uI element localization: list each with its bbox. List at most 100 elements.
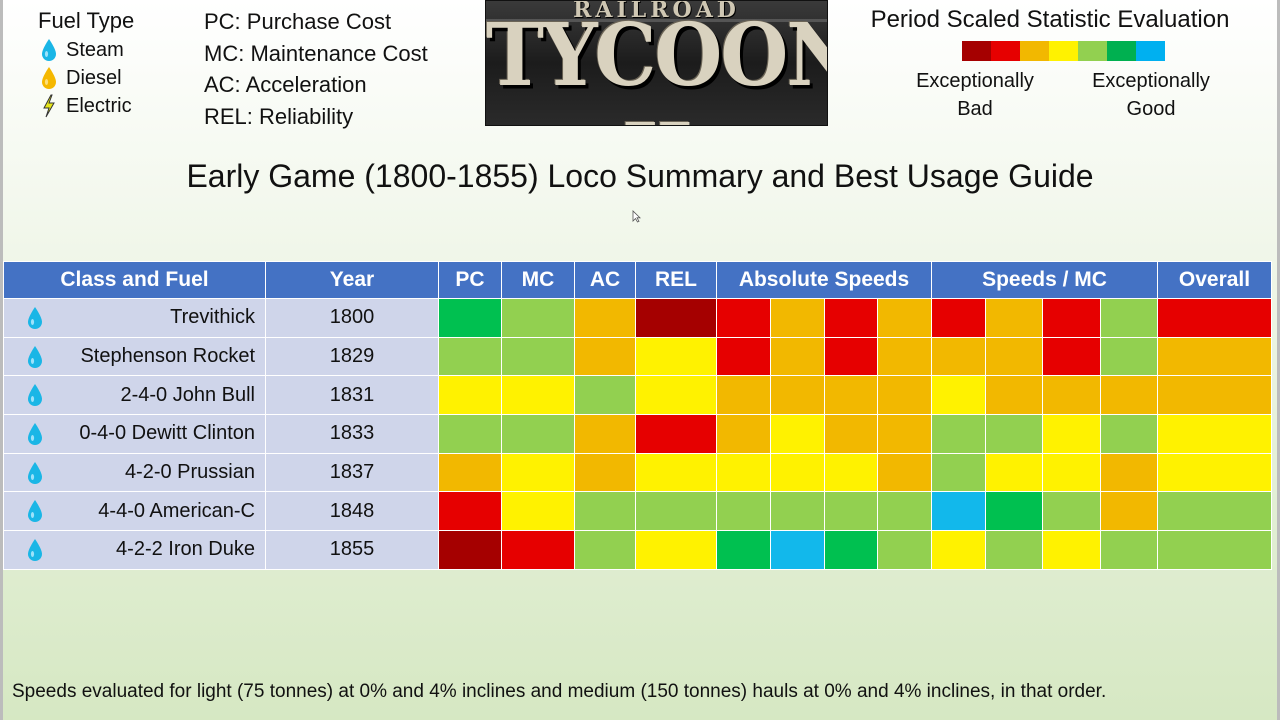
rating-cell-abs-speed-1 <box>716 298 771 338</box>
rating-cell-speed-mc-4 <box>1100 298 1158 338</box>
rating-cell-speed-mc-4 <box>1100 336 1158 377</box>
abbr-mc: MC: Maintenance Cost <box>204 40 428 66</box>
rating-cell-rel <box>635 336 717 377</box>
header-pc: PC <box>438 261 502 299</box>
rating-cell-abs-speed-2 <box>770 375 825 416</box>
fuel-legend-label: Steam <box>66 38 124 61</box>
bad-label-line2: Bad <box>957 98 993 120</box>
railroad-tycoon-logo: RAILROAD TYCOON II <box>485 0 828 126</box>
rating-cell-overall <box>1157 336 1272 377</box>
color-scale-swatch <box>1049 41 1078 61</box>
fuel-legend-label: Diesel <box>66 66 122 89</box>
rating-cell-speed-mc-3 <box>1042 298 1101 338</box>
abbr-pc: PC: Purchase Cost <box>204 9 392 34</box>
rating-cell-abs-speed-3 <box>824 336 878 377</box>
loco-class-cell: 0-4-0 Dewitt Clinton <box>3 414 266 454</box>
loco-class-name: 4-4-0 American-C <box>98 499 255 522</box>
rating-cell-speed-mc-1 <box>931 375 986 416</box>
loco-year-cell: 1855 <box>265 530 439 570</box>
rating-cell-abs-speed-4 <box>877 336 932 377</box>
rating-cell-speed-mc-4 <box>1100 414 1158 454</box>
rating-cell-abs-speed-1 <box>716 375 771 416</box>
rating-cell-abs-speed-3 <box>824 491 878 532</box>
rating-cell-rel <box>635 491 717 532</box>
rating-cell-rel <box>635 530 717 570</box>
loco-class-name: Trevithick <box>170 306 255 329</box>
good-label-line1: Exceptionally <box>1092 70 1210 92</box>
abbr-rel: REL: Reliability <box>204 103 354 129</box>
rating-cell-abs-speed-4 <box>877 298 932 338</box>
fuel-legend-title: Fuel Type <box>38 8 135 33</box>
rating-cell-ac <box>574 375 636 416</box>
logo-main-word: TYCOON II <box>486 5 828 125</box>
rating-cell-speed-mc-4 <box>1100 375 1158 416</box>
loco-class-cell: 4-2-0 Prussian <box>3 452 266 493</box>
rating-cell-speed-mc-1 <box>931 530 986 570</box>
rating-cell-pc <box>438 452 502 493</box>
header-overall: Overall <box>1157 261 1272 299</box>
rating-cell-ac <box>574 414 636 454</box>
color-scale-swatch <box>1136 41 1165 61</box>
rating-cell-overall <box>1157 298 1272 338</box>
rating-cell-abs-speed-2 <box>770 530 825 570</box>
rating-cell-mc <box>501 452 575 493</box>
rating-cell-abs-speed-4 <box>877 414 932 454</box>
rating-cell-speed-mc-3 <box>1042 530 1101 570</box>
logo-rail-line <box>486 19 827 22</box>
loco-year-cell: 1848 <box>265 491 439 532</box>
color-scale-bar <box>962 41 1250 61</box>
exceptionally-bad-label: Exceptionally Bad <box>910 67 1040 123</box>
rating-cell-abs-speed-3 <box>824 375 878 416</box>
rating-cell-speed-mc-3 <box>1042 336 1101 377</box>
rating-cell-overall <box>1157 414 1272 454</box>
color-scale-swatch <box>1078 41 1107 61</box>
rating-cell-abs-speed-1 <box>716 414 771 454</box>
rating-cell-mc <box>501 414 575 454</box>
table-header-row: Class and Fuel Year PC MC AC REL Absolut… <box>3 261 1272 299</box>
rating-cell-mc <box>501 375 575 416</box>
rating-cell-speed-mc-3 <box>1042 491 1101 532</box>
water-drop-icon <box>38 38 60 62</box>
rating-cell-pc <box>438 414 502 454</box>
rating-cell-overall <box>1157 452 1272 493</box>
fuel-legend-diesel: Diesel <box>38 64 134 92</box>
water-drop-icon <box>26 422 44 452</box>
loco-year-cell: 1831 <box>265 375 439 416</box>
exceptionally-good-label: Exceptionally Good <box>1085 67 1217 123</box>
lightning-icon <box>38 94 60 118</box>
rating-cell-speed-mc-2 <box>985 491 1043 532</box>
abbr-ac: AC: Acceleration <box>204 72 367 97</box>
rating-cell-speed-mc-1 <box>931 298 986 338</box>
rating-cell-pc <box>438 375 502 416</box>
loco-class-cell: 4-4-0 American-C <box>3 491 266 532</box>
rating-cell-abs-speed-3 <box>824 452 878 493</box>
oil-drop-icon <box>38 66 60 90</box>
bad-label-line1: Exceptionally <box>916 70 1034 92</box>
page-title: Early Game (1800-1855) Loco Summary and … <box>186 158 1094 194</box>
rating-cell-abs-speed-4 <box>877 530 932 570</box>
color-scale-swatch <box>1020 41 1049 61</box>
rating-cell-pc <box>438 336 502 377</box>
rating-cell-ac <box>574 298 636 338</box>
loco-year-cell: 1829 <box>265 336 439 377</box>
header-absolute-speeds: Absolute Speeds <box>716 261 932 299</box>
good-label-line2: Good <box>1126 98 1176 120</box>
header-speeds-per-mc: Speeds / MC <box>931 261 1158 299</box>
table-row: 4-2-2 Iron Duke 1855 <box>3 530 1272 570</box>
rating-cell-abs-speed-4 <box>877 375 932 416</box>
rating-cell-mc <box>501 530 575 570</box>
rating-cell-ac <box>574 530 636 570</box>
rating-cell-abs-speed-2 <box>770 452 825 493</box>
loco-class-cell: 2-4-0 John Bull <box>3 375 266 416</box>
header-mc: MC <box>501 261 575 299</box>
rating-cell-speed-mc-1 <box>931 414 986 454</box>
rating-cell-speed-mc-4 <box>1100 452 1158 493</box>
loco-class-name: 4-2-0 Prussian <box>124 461 255 484</box>
water-drop-icon <box>26 461 44 491</box>
rating-cell-rel <box>635 298 717 338</box>
rating-cell-rel <box>635 414 717 454</box>
rating-cell-speed-mc-4 <box>1100 530 1158 570</box>
table-row: 4-2-0 Prussian 1837 <box>3 452 1272 493</box>
rating-cell-overall <box>1157 530 1272 570</box>
evaluation-title: Period Scaled Statistic Evaluation <box>870 6 1230 33</box>
